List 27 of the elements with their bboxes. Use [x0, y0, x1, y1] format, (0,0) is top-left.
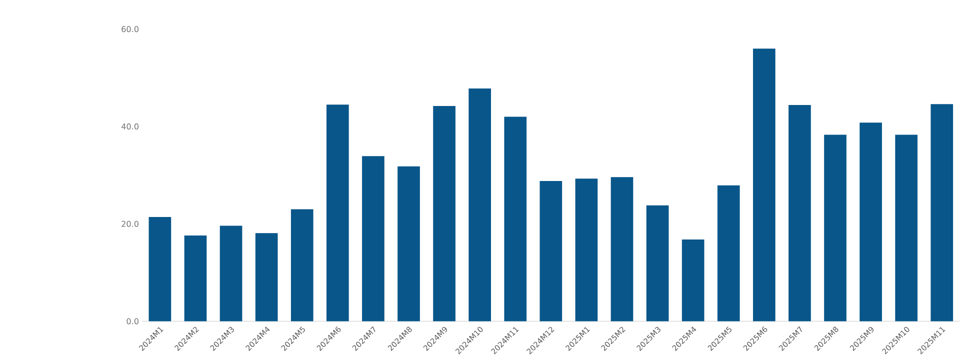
bar: [220, 226, 242, 322]
bar: [468, 88, 491, 322]
bar: [433, 106, 456, 322]
bar: [504, 116, 527, 322]
bar: [255, 233, 278, 322]
bar: [753, 48, 776, 322]
bar: [540, 180, 562, 322]
y-tick-label: 0.0: [126, 318, 138, 324]
bar: [575, 178, 598, 322]
bar: [290, 209, 314, 322]
bar: [930, 104, 954, 322]
bar: [326, 104, 349, 322]
y-tick-label: 40.0: [122, 123, 138, 130]
bar: [717, 185, 740, 322]
bar: [788, 105, 811, 322]
y-tick-label: 20.0: [122, 220, 138, 227]
bar: [184, 235, 207, 322]
bar: [148, 216, 172, 322]
bar: [824, 134, 846, 322]
y-tick-label: 60.0: [122, 26, 138, 32]
bar: [682, 239, 704, 322]
bar: [610, 177, 634, 322]
bar: [398, 166, 420, 322]
bar: [860, 122, 882, 322]
bar: [646, 205, 669, 322]
bar: [895, 134, 918, 322]
bar: [362, 156, 384, 322]
